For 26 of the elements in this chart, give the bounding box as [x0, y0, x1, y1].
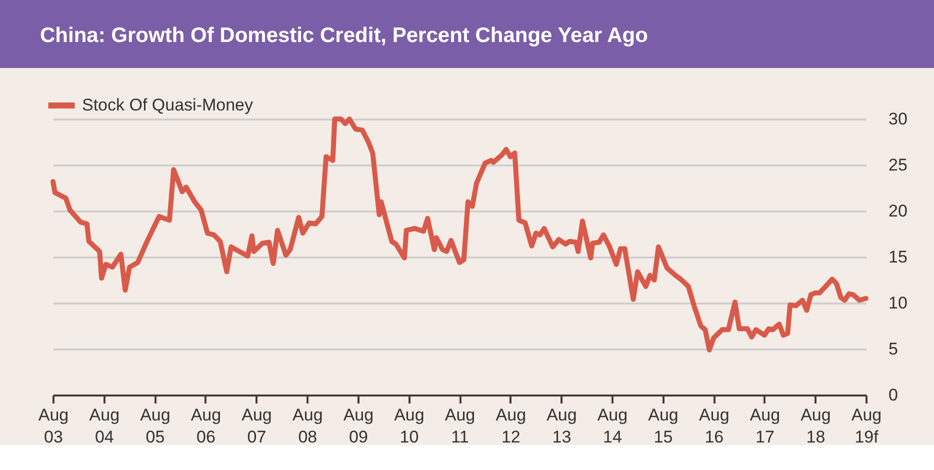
x-tick-label: Aug 12 — [496, 406, 526, 446]
x-tick-label: Aug 04 — [89, 406, 120, 446]
x-tick-label: Aug 16 — [699, 406, 730, 446]
x-tick-label: Aug 07 — [242, 406, 272, 446]
x-tick-label: Aug 10 — [394, 406, 424, 446]
legend-label: Stock Of Quasi-Money — [82, 96, 254, 114]
x-tick-label: Aug 13 — [546, 406, 577, 446]
y-tick-label: 0 — [888, 386, 898, 404]
x-tick-label: Aug 14 — [597, 406, 628, 446]
x-tick-label: Aug 19f — [851, 406, 882, 446]
x-tick-label: Aug 17 — [750, 406, 780, 446]
y-tick-label: 25 — [888, 156, 908, 174]
x-tick-label: Aug 05 — [140, 406, 170, 446]
x-tick-label: Aug 09 — [343, 406, 374, 446]
y-tick-label: 10 — [888, 294, 908, 312]
x-tick-label: Aug 15 — [648, 406, 678, 446]
y-tick-label: 30 — [888, 110, 908, 128]
x-tick-label: Aug 11 — [444, 406, 476, 446]
chart-title: China: Growth Of Domestic Credit, Percent Change Year Ago — [40, 24, 648, 47]
y-tick-label: 20 — [888, 202, 908, 220]
y-tick-label: 5 — [888, 340, 898, 358]
x-tick-label: Aug 03 — [38, 406, 69, 446]
y-tick-label: 15 — [888, 248, 908, 266]
x-tick-label: Aug 18 — [800, 406, 831, 446]
x-tick-label: Aug 08 — [292, 406, 323, 446]
x-tick-label: Aug 06 — [190, 406, 222, 446]
